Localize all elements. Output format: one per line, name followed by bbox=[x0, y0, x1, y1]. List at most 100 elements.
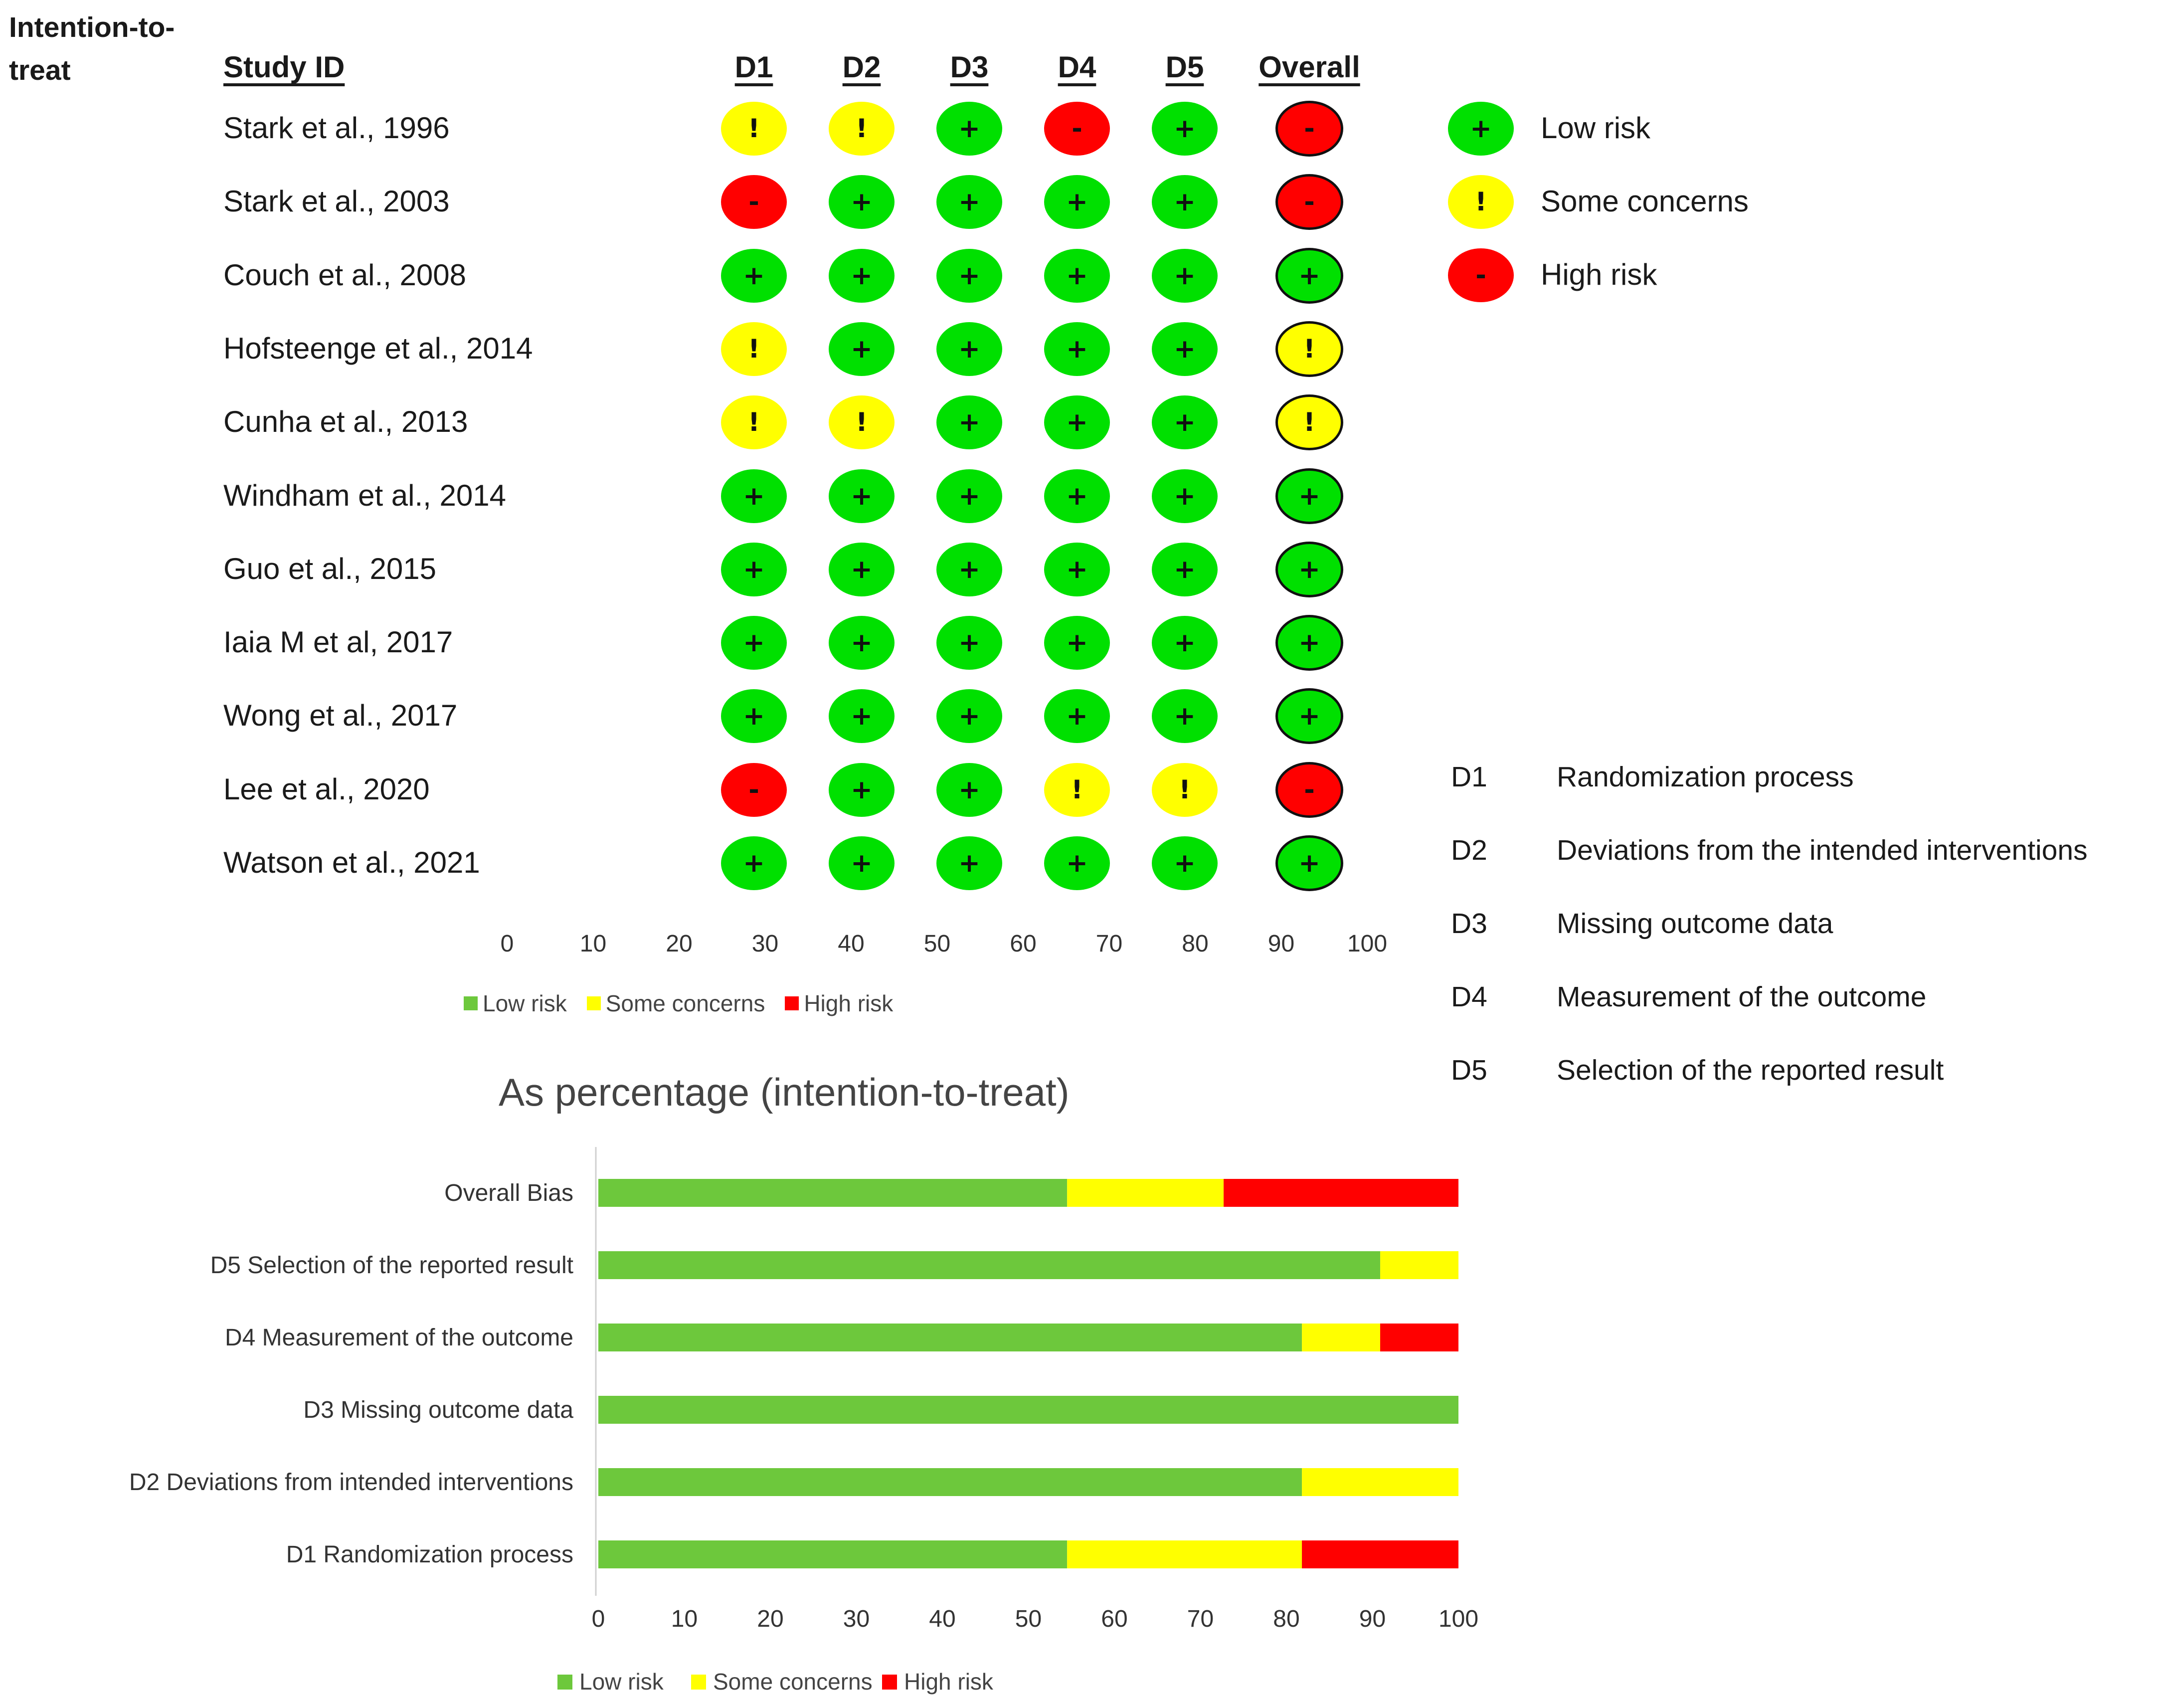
overall-risk-low-icon: + bbox=[1275, 615, 1343, 671]
x-tick-label: 40 bbox=[929, 1606, 955, 1632]
risk-low-icon: + bbox=[829, 248, 895, 303]
risk-some-icon: ! bbox=[721, 102, 787, 156]
risk-low-icon: + bbox=[1044, 175, 1110, 229]
risk-low-icon: + bbox=[1152, 469, 1218, 523]
definition-text: Randomization process bbox=[1557, 761, 1854, 793]
axis-tick-label: 30 bbox=[751, 931, 779, 957]
risk-low-icon: + bbox=[936, 102, 1002, 156]
risk-low-icon: + bbox=[936, 689, 1002, 744]
bar-segment-low-risk bbox=[598, 1324, 1302, 1351]
x-tick-label: 80 bbox=[1273, 1606, 1299, 1632]
definition-code: D5 bbox=[1451, 1054, 1487, 1086]
study-name: Stark et al., 1996 bbox=[223, 111, 450, 145]
category-label: Overall Bias bbox=[444, 1180, 573, 1206]
study-name: Stark et al., 2003 bbox=[223, 185, 450, 218]
bar-segment-some-concerns bbox=[1380, 1251, 1458, 1279]
risk-low-icon: + bbox=[1044, 616, 1110, 670]
risk-high-icon: - bbox=[721, 175, 787, 229]
overall-risk-low-icon: + bbox=[1275, 541, 1343, 597]
x-tick-label: 90 bbox=[1359, 1606, 1386, 1632]
axis-tick-label: 20 bbox=[666, 931, 693, 957]
risk-low-icon: + bbox=[936, 762, 1002, 817]
top-chart-legend: Low risk Some concerns High risk bbox=[464, 990, 913, 1017]
x-tick-label: 60 bbox=[1101, 1606, 1127, 1632]
bar-segment-low-risk bbox=[598, 1251, 1381, 1279]
definition-code: D1 bbox=[1451, 761, 1487, 793]
risk-some-icon: ! bbox=[829, 395, 895, 450]
risk-high-icon: - bbox=[1044, 102, 1110, 156]
legend-label: High risk bbox=[1541, 258, 1657, 291]
domain-header-d4: D4 bbox=[1058, 50, 1096, 84]
axis-tick-label: 10 bbox=[579, 931, 607, 957]
percentage-bar-chart: Overall Bias D5 Selection of the reported… bbox=[129, 1147, 1478, 1695]
risk-low-icon: + bbox=[1152, 102, 1218, 156]
bar-chart-title: As percentage (intention-to-treat) bbox=[499, 1070, 1070, 1114]
overall-risk-some-icon: ! bbox=[1275, 321, 1343, 377]
risk-low-icon: + bbox=[936, 542, 1002, 596]
axis-tick-label: 100 bbox=[1347, 931, 1388, 957]
legend-swatch bbox=[464, 996, 478, 1010]
risk-low-icon: + bbox=[936, 616, 1002, 670]
risk-low-icon: + bbox=[829, 616, 895, 670]
legend-swatch bbox=[586, 996, 601, 1010]
bar-segment-low-risk bbox=[598, 1396, 1458, 1424]
study-name: Guo et al., 2015 bbox=[223, 552, 436, 585]
bar-segment-low-risk bbox=[598, 1540, 1068, 1568]
risk-low-icon: + bbox=[1152, 542, 1218, 596]
domain-header-d3: D3 bbox=[950, 50, 989, 84]
risk-low-icon: + bbox=[721, 469, 787, 523]
risk-low-icon: + bbox=[1152, 322, 1218, 376]
category-label: D2 Deviations from intended intervention… bbox=[129, 1469, 573, 1496]
risk-low-icon: + bbox=[936, 395, 1002, 450]
domain-header-d5: D5 bbox=[1165, 50, 1204, 84]
risk-low-icon: + bbox=[829, 689, 895, 744]
x-tick-label: 70 bbox=[1187, 1606, 1214, 1632]
x-tick-label: 100 bbox=[1439, 1606, 1478, 1632]
risk-low-icon: + bbox=[936, 836, 1002, 890]
x-tick-label: 20 bbox=[757, 1606, 783, 1632]
category-label: D4 Measurement of the outcome bbox=[225, 1325, 573, 1351]
risk-some-icon: ! bbox=[1152, 762, 1218, 817]
risk-low-icon: + bbox=[936, 469, 1002, 523]
risk-some-icon: ! bbox=[721, 322, 787, 376]
risk-low-icon: + bbox=[1152, 689, 1218, 744]
legend-swatch bbox=[882, 1675, 897, 1690]
risk-some-icon: ! bbox=[1044, 762, 1110, 817]
bar-segment-high-risk bbox=[1302, 1540, 1458, 1568]
study-name: Watson et al., 2021 bbox=[223, 846, 480, 879]
overall-header: Overall bbox=[1259, 50, 1360, 84]
risk-high-icon: - bbox=[721, 762, 787, 817]
overall-risk-high-icon: - bbox=[1275, 761, 1343, 818]
risk-low-icon: + bbox=[1044, 542, 1110, 596]
axis-tick-label: 60 bbox=[1010, 931, 1037, 957]
risk-low-icon: + bbox=[936, 248, 1002, 303]
definition-text: Deviations from the intended interventio… bbox=[1557, 834, 2088, 866]
risk-low-icon: + bbox=[721, 689, 787, 744]
legend-some-icon: ! bbox=[1448, 175, 1514, 229]
risk-low-icon: + bbox=[829, 762, 895, 817]
risk-low-icon: + bbox=[1044, 322, 1110, 376]
study-name: Cunha et al., 2013 bbox=[223, 405, 468, 439]
x-tick-label: 30 bbox=[843, 1606, 870, 1632]
bar-segment-some-concerns bbox=[1067, 1540, 1302, 1568]
side-title: Intention-to- treat bbox=[9, 11, 175, 86]
bar-segment-some-concerns bbox=[1302, 1324, 1381, 1351]
risk-low-icon: + bbox=[1044, 469, 1110, 523]
legend-swatch bbox=[691, 1675, 706, 1690]
legend-label: Low risk bbox=[1541, 111, 1651, 145]
risk-low-icon: + bbox=[829, 836, 895, 890]
legend-low-icon: + bbox=[1448, 102, 1514, 156]
overall-risk-low-icon: + bbox=[1275, 835, 1343, 891]
risk-low-icon: + bbox=[1044, 395, 1110, 450]
category-label: D5 Selection of the reported result bbox=[210, 1252, 573, 1279]
study-id-header: Study ID bbox=[223, 50, 345, 84]
study-name: Hofsteenge et al., 2014 bbox=[223, 331, 533, 365]
definition-code: D3 bbox=[1451, 908, 1487, 940]
risk-some-icon: ! bbox=[721, 395, 787, 450]
risk-low-icon: + bbox=[936, 322, 1002, 376]
bar-segment-low-risk bbox=[598, 1468, 1302, 1496]
study-name: Wong et al., 2017 bbox=[223, 699, 458, 733]
overall-risk-low-icon: + bbox=[1275, 247, 1343, 304]
axis-tick-label: 80 bbox=[1182, 931, 1209, 957]
study-name: Couch et al., 2008 bbox=[223, 258, 467, 292]
